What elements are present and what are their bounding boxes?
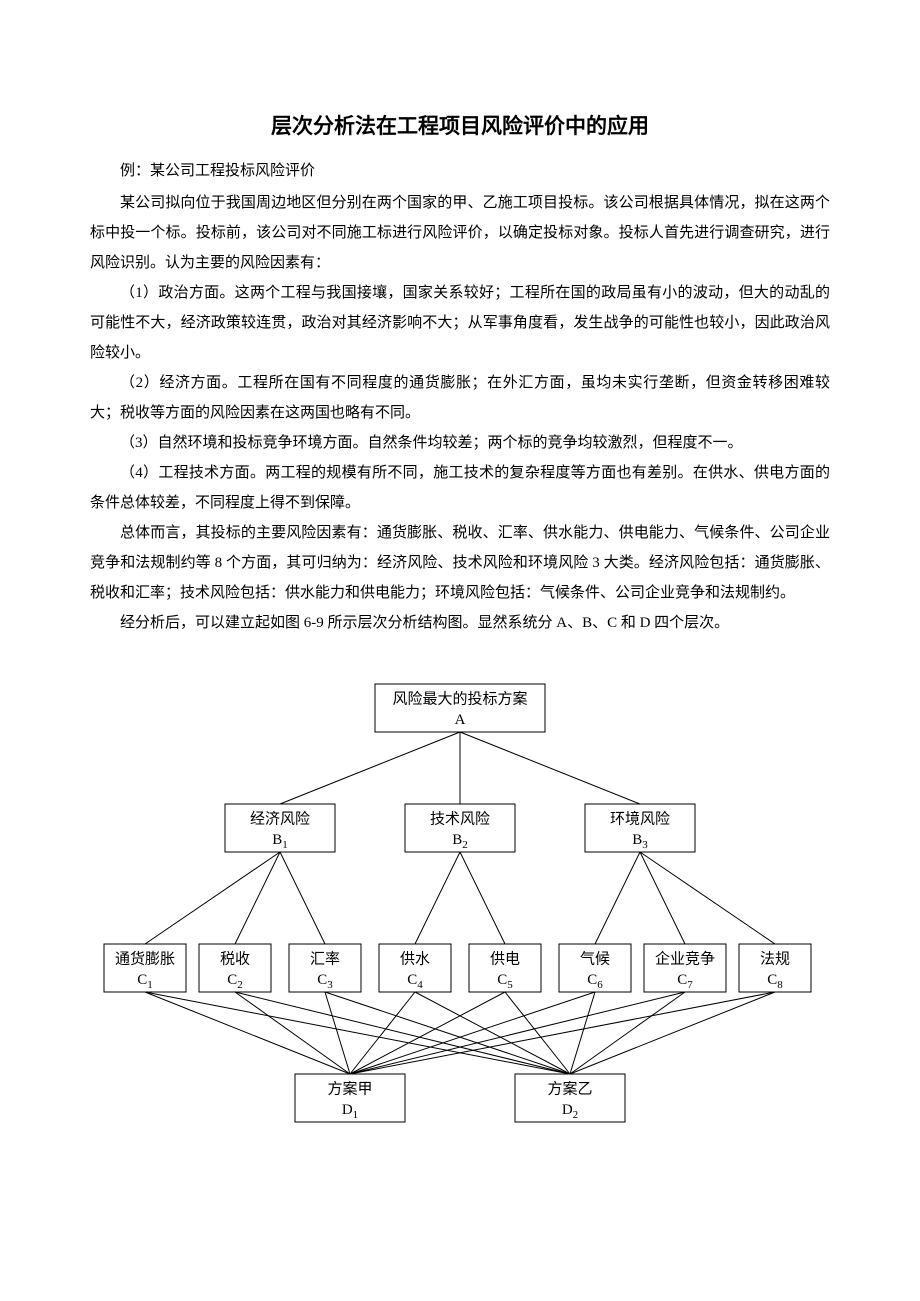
svg-text:方案乙: 方案乙 — [547, 1079, 592, 1097]
svg-text:经济风险: 经济风险 — [250, 810, 310, 827]
svg-text:技术风险: 技术风险 — [430, 810, 490, 827]
svg-text:风险最大的投标方案: 风险最大的投标方案 — [392, 689, 527, 707]
tree-node-B1: 经济风险B1 — [225, 804, 335, 852]
tree-node-D1: 方案甲D1 — [295, 1074, 405, 1122]
paragraph-2: （1）政治方面。这两个工程与我国接壤，国家关系较好；工程所在国的政局虽有小的波动… — [90, 278, 830, 368]
tree-node-C8: 法规C8 — [739, 944, 811, 992]
paragraph-6: 总体而言，其投标的主要风险因素有：通货膨胀、税收、汇率、供水能力、供电能力、气候… — [90, 518, 830, 608]
tree-node-B3: 环境风险B3 — [585, 804, 695, 852]
tree-node-C6: 气候C6 — [559, 944, 631, 992]
svg-text:方案甲: 方案甲 — [327, 1079, 372, 1097]
svg-text:税收: 税收 — [220, 950, 250, 967]
svg-text:通货膨胀: 通货膨胀 — [115, 950, 175, 967]
tree-node-C5: 供电C5 — [469, 944, 541, 992]
svg-text:企业竞争: 企业竞争 — [655, 949, 715, 967]
svg-text:汇率: 汇率 — [310, 950, 340, 967]
svg-text:法规: 法规 — [760, 950, 790, 967]
tree-node-C4: 供水C4 — [379, 944, 451, 992]
tree-node-D2: 方案乙D2 — [515, 1074, 625, 1122]
svg-text:供电: 供电 — [490, 950, 520, 967]
ahp-hierarchy-diagram: 风险最大的投标方案 A 经济风险B1 技术风险B2 环境风险B3 通货膨胀C1 税收C2 汇率… — [90, 668, 830, 1148]
tree-node-B2: 技术风险B2 — [405, 804, 515, 852]
page-title: 层次分析法在工程项目风险评价中的应用 — [90, 110, 830, 140]
svg-text:供水: 供水 — [400, 950, 430, 967]
paragraph-7: 经分析后，可以建立起如图 6-9 所示层次分析结构图。显然系统分 A、B、C 和… — [90, 608, 830, 638]
svg-text:气候: 气候 — [580, 950, 610, 967]
tree-node-C1: 通货膨胀C1 — [104, 944, 186, 992]
svg-text:A: A — [455, 712, 466, 728]
tree-node-C3: 汇率C3 — [289, 944, 361, 992]
paragraph-1: 某公司拟向位于我国周边地区但分别在两个国家的甲、乙施工项目投标。该公司根据具体情… — [90, 188, 830, 278]
document-page: 层次分析法在工程项目风险评价中的应用 例：某公司工程投标风险评价 某公司拟向位于… — [0, 0, 920, 1188]
paragraph-5: （4）工程技术方面。两工程的规模有所不同，施工技术的复杂程度等方面也有差别。在供… — [90, 458, 830, 518]
example-label: 例：某公司工程投标风险评价 — [90, 156, 830, 186]
paragraph-3: （2）经济方面。工程所在国有不同程度的通货膨胀；在外汇方面，虽均未实行垄断，但资… — [90, 368, 830, 428]
svg-text:环境风险: 环境风险 — [610, 809, 670, 827]
tree-node-A: 风险最大的投标方案 A — [375, 684, 545, 732]
tree-node-C7: 企业竞争C7 — [644, 944, 726, 992]
tree-node-C2: 税收C2 — [199, 944, 271, 992]
paragraph-4: （3）自然环境和投标竞争环境方面。自然条件均较差；两个标的竞争均较激烈，但程度不… — [90, 428, 830, 458]
